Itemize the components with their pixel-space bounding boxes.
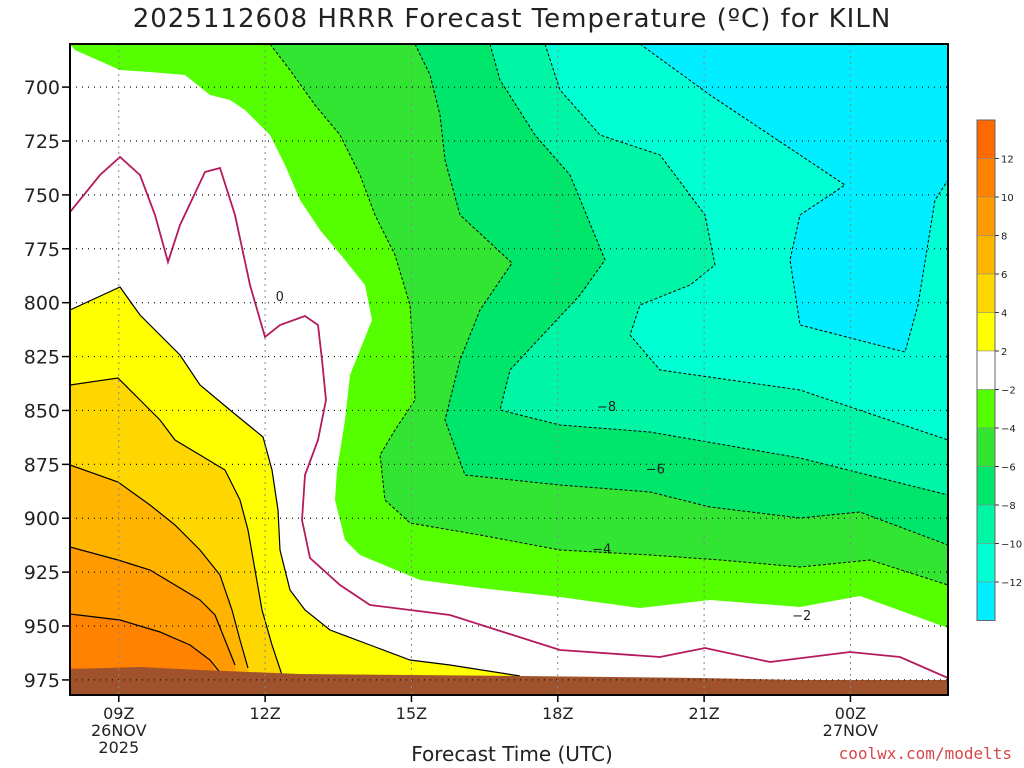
colorbar-label: 12 — [1001, 155, 1014, 166]
colorbar-swatch — [976, 350, 996, 390]
colorbar-swatch — [976, 235, 996, 275]
contour-plus2 — [70, 286, 521, 677]
y-tick-label: 725 — [24, 131, 60, 153]
y-tick-label: 875 — [24, 454, 60, 476]
contour-plus10 — [70, 613, 223, 676]
contour-label: −4 — [592, 542, 611, 557]
y-tick-label: 825 — [24, 347, 60, 369]
plot-frame — [69, 43, 949, 696]
x-tick-label: 2025 — [98, 738, 139, 757]
region-minus2-to-plus2 — [70, 44, 948, 695]
colorbar-label: −6 — [1001, 463, 1016, 474]
colorbar-swatch — [976, 158, 996, 198]
colorbar-swatch — [976, 389, 996, 429]
contour-label: 0 — [276, 290, 284, 305]
x-tick-label: 15Z — [396, 704, 427, 723]
contour-label: −2 — [792, 609, 811, 624]
contour-plus8 — [70, 546, 236, 666]
contour-plus6 — [70, 464, 249, 669]
y-tick-label: 975 — [24, 670, 60, 692]
credit-text: coolwx.com/modelts — [838, 744, 1012, 763]
contour-minus2 — [269, 44, 948, 586]
colorbar-swatch — [976, 273, 996, 313]
contour-labels: 0 −8 −6 −4 −2 — [276, 290, 812, 624]
contour-label: −6 — [646, 463, 665, 478]
y-tick-label: 925 — [24, 562, 60, 584]
colorbar-swatch — [976, 196, 996, 236]
colorbar-swatch — [976, 119, 996, 159]
x-axis-label: Forecast Time (UTC) — [411, 742, 613, 766]
freezing-line-upper — [70, 155, 948, 679]
x-tick-label: 00Z — [835, 704, 866, 723]
colorbar-label: −4 — [1001, 424, 1016, 435]
contour-minus10 — [639, 44, 948, 353]
x-tick-label: 21Z — [688, 704, 719, 723]
ground-surface — [70, 667, 948, 695]
y-axis: 700 725 750 775 800 825 850 875 900 925 950 975 — [24, 77, 70, 692]
colorbar-label: −12 — [1001, 578, 1022, 589]
y-tick-label: 750 — [24, 185, 60, 207]
colorbar-label: 6 — [1001, 270, 1007, 281]
contour-label: −8 — [597, 400, 616, 415]
colorbar-label: −10 — [1001, 540, 1022, 551]
contour-plus4 — [70, 377, 283, 676]
contour-minus6 — [489, 44, 948, 496]
colorbar-swatch — [976, 466, 996, 506]
y-tick-label: 850 — [24, 400, 60, 422]
colorbar-frame — [976, 119, 996, 621]
y-tick-label: 800 — [24, 293, 60, 315]
x-tick-label: 18Z — [542, 704, 573, 723]
colorbar-label: 2 — [1001, 347, 1007, 358]
y-tick-label: 900 — [24, 508, 60, 530]
chart-title: 2025112608 HRRR Forecast Temperature (ºC… — [132, 4, 892, 34]
y-tick-label: 950 — [24, 616, 60, 638]
colorbar-swatch — [976, 581, 996, 621]
colorbar-swatch — [976, 504, 996, 544]
y-tick-label: 700 — [24, 77, 60, 99]
colorbar-label: 10 — [1001, 193, 1014, 204]
colorbar-label: 4 — [1001, 309, 1007, 320]
colorbar-swatch — [976, 312, 996, 352]
colorbar-label: −8 — [1001, 501, 1016, 512]
x-tick-label: 12Z — [249, 704, 280, 723]
x-tick-label: 27NOV — [823, 721, 879, 740]
colorbar-swatch — [976, 427, 996, 467]
colorbar-label: −2 — [1001, 386, 1016, 397]
grid-lines — [70, 44, 948, 695]
colorbar: 12 10 8 6 4 2 −2 −4 −6 −8 −10 −12 — [976, 119, 1022, 621]
colorbar-swatch — [976, 543, 996, 583]
x-tick-label: 26NOV — [91, 721, 147, 740]
y-tick-label: 775 — [24, 239, 60, 261]
colorbar-label: 8 — [1001, 232, 1007, 243]
x-tick-label: 09Z — [103, 704, 134, 723]
contour-minus4 — [414, 44, 948, 546]
